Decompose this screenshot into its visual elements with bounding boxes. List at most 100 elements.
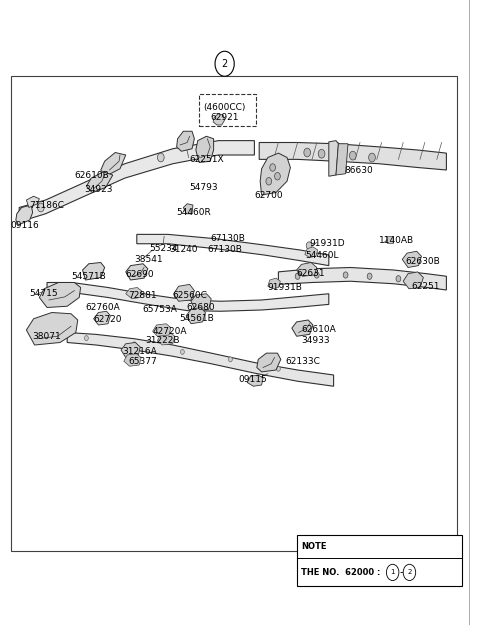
Text: 1140AB: 1140AB bbox=[379, 236, 414, 245]
Circle shape bbox=[386, 564, 399, 581]
Text: 62630B: 62630B bbox=[406, 257, 440, 266]
Polygon shape bbox=[268, 278, 280, 289]
Text: 2: 2 bbox=[407, 569, 412, 576]
Polygon shape bbox=[329, 141, 338, 176]
Bar bbox=[387, 236, 393, 242]
Text: 54561B: 54561B bbox=[179, 314, 214, 323]
Text: 1: 1 bbox=[390, 569, 395, 576]
Text: 54460R: 54460R bbox=[177, 208, 211, 217]
Text: 62631: 62631 bbox=[297, 269, 325, 278]
Polygon shape bbox=[297, 262, 317, 276]
Polygon shape bbox=[94, 311, 110, 325]
Bar bbox=[297, 535, 462, 586]
Circle shape bbox=[314, 272, 319, 278]
Text: 62720: 62720 bbox=[94, 316, 122, 324]
Polygon shape bbox=[292, 320, 313, 336]
Circle shape bbox=[343, 272, 348, 278]
Text: 91931B: 91931B bbox=[268, 283, 303, 292]
Text: NOTE: NOTE bbox=[301, 542, 327, 551]
Text: 38071: 38071 bbox=[33, 332, 61, 341]
Bar bbox=[11, 76, 457, 551]
Text: (4600CC): (4600CC) bbox=[204, 103, 246, 112]
Polygon shape bbox=[336, 144, 348, 175]
Polygon shape bbox=[19, 141, 254, 222]
Polygon shape bbox=[26, 196, 39, 208]
Text: 42720A: 42720A bbox=[153, 327, 187, 336]
Circle shape bbox=[266, 177, 272, 185]
Text: 62760A: 62760A bbox=[85, 303, 120, 312]
Text: 62690: 62690 bbox=[126, 271, 155, 279]
Polygon shape bbox=[174, 284, 194, 301]
Polygon shape bbox=[260, 153, 290, 195]
Text: 09116: 09116 bbox=[11, 221, 39, 229]
Text: 55234: 55234 bbox=[149, 244, 177, 253]
Text: 31240: 31240 bbox=[169, 246, 197, 254]
Text: 34923: 34923 bbox=[84, 185, 112, 194]
Circle shape bbox=[304, 148, 311, 157]
Circle shape bbox=[295, 273, 300, 279]
Text: 62610B: 62610B bbox=[74, 171, 109, 179]
Text: 72881: 72881 bbox=[129, 291, 157, 299]
Polygon shape bbox=[402, 251, 421, 268]
Circle shape bbox=[84, 336, 88, 341]
Circle shape bbox=[396, 276, 401, 282]
Circle shape bbox=[369, 153, 375, 162]
Polygon shape bbox=[186, 308, 205, 324]
Text: 62610A: 62610A bbox=[301, 326, 336, 334]
Text: 62251: 62251 bbox=[412, 282, 440, 291]
Circle shape bbox=[367, 273, 372, 279]
Polygon shape bbox=[121, 342, 140, 357]
Circle shape bbox=[270, 164, 276, 171]
Polygon shape bbox=[157, 332, 175, 345]
Text: 62680: 62680 bbox=[186, 303, 215, 312]
Text: 86630: 86630 bbox=[345, 166, 373, 175]
Polygon shape bbox=[278, 268, 446, 290]
Text: 38541: 38541 bbox=[134, 255, 163, 264]
Polygon shape bbox=[191, 294, 211, 311]
Text: 54715: 54715 bbox=[29, 289, 58, 298]
Text: 31216A: 31216A bbox=[122, 347, 157, 356]
Circle shape bbox=[349, 151, 356, 160]
Circle shape bbox=[403, 564, 416, 581]
Polygon shape bbox=[183, 204, 193, 214]
Circle shape bbox=[228, 357, 232, 362]
Text: 62560C: 62560C bbox=[173, 291, 208, 299]
Polygon shape bbox=[47, 282, 329, 311]
Polygon shape bbox=[83, 262, 105, 280]
Polygon shape bbox=[137, 234, 329, 266]
Polygon shape bbox=[257, 353, 281, 372]
Polygon shape bbox=[124, 354, 141, 366]
Text: 09115: 09115 bbox=[239, 376, 267, 384]
Circle shape bbox=[157, 153, 164, 162]
Polygon shape bbox=[39, 282, 81, 308]
Text: 62133C: 62133C bbox=[286, 357, 321, 366]
Text: THE NO.  62000 :: THE NO. 62000 : bbox=[301, 568, 381, 577]
Polygon shape bbox=[153, 324, 171, 336]
Polygon shape bbox=[247, 375, 263, 386]
Circle shape bbox=[318, 149, 325, 158]
Text: 67130B: 67130B bbox=[210, 234, 245, 243]
Text: 62700: 62700 bbox=[254, 191, 283, 199]
Text: 91931D: 91931D bbox=[310, 239, 345, 248]
Polygon shape bbox=[86, 172, 113, 192]
Circle shape bbox=[276, 366, 280, 371]
Circle shape bbox=[132, 342, 136, 347]
Text: 54793: 54793 bbox=[190, 183, 218, 192]
Circle shape bbox=[306, 242, 312, 249]
Circle shape bbox=[215, 51, 234, 76]
Polygon shape bbox=[305, 247, 318, 258]
Circle shape bbox=[180, 349, 184, 354]
Polygon shape bbox=[177, 131, 194, 151]
Circle shape bbox=[37, 203, 44, 212]
Polygon shape bbox=[213, 114, 225, 125]
Text: 62921: 62921 bbox=[210, 113, 239, 122]
Polygon shape bbox=[196, 136, 214, 162]
Text: 54460L: 54460L bbox=[305, 251, 338, 259]
Polygon shape bbox=[403, 272, 423, 289]
Polygon shape bbox=[26, 312, 78, 345]
Polygon shape bbox=[259, 142, 446, 170]
Polygon shape bbox=[67, 332, 334, 386]
Text: 67130B: 67130B bbox=[208, 246, 243, 254]
Circle shape bbox=[90, 183, 97, 192]
Text: 31222B: 31222B bbox=[145, 336, 180, 345]
